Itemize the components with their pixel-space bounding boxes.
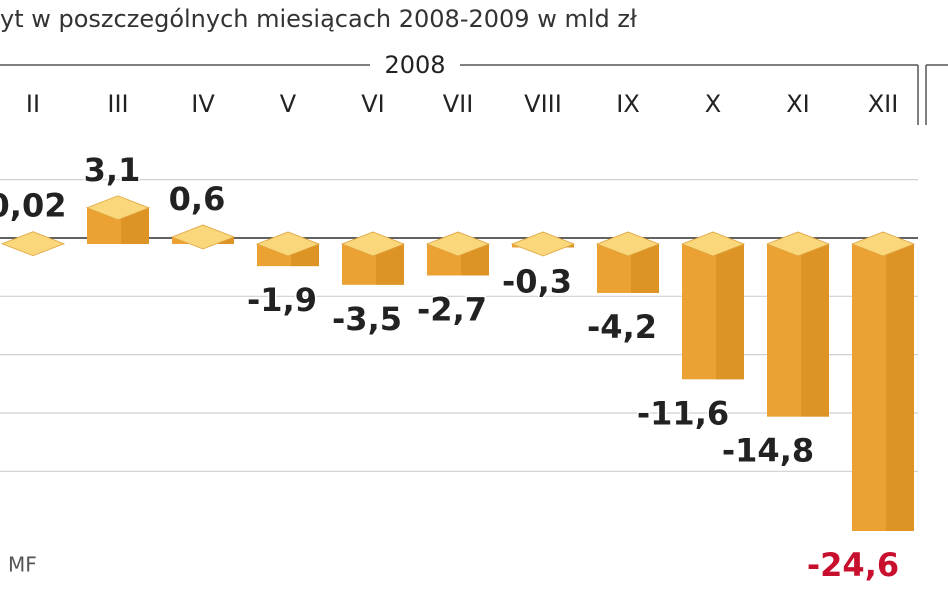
x-tick-label: II: [26, 90, 40, 118]
bar-shade: [801, 243, 829, 417]
chart-title: yt w poszczególnych miesiącach 2008-2009…: [0, 5, 637, 33]
x-tick-label: VIII: [524, 90, 562, 118]
x-tick-label: VII: [443, 90, 474, 118]
x-tick-label: VI: [361, 90, 385, 118]
x-tick-label: V: [280, 90, 297, 118]
bar-shade: [716, 243, 744, 380]
bar-shade: [886, 243, 914, 531]
bar-top: [170, 224, 236, 250]
bar-top: [340, 231, 406, 257]
value-label: 0,02: [0, 187, 66, 225]
value-label: -24,6: [807, 546, 899, 584]
bar-top: [850, 231, 916, 257]
value-label: -11,6: [637, 394, 729, 432]
value-label: -1,9: [247, 281, 317, 319]
group-label: 2008: [384, 51, 445, 79]
x-tick-label: IV: [191, 90, 215, 118]
value-label: 0,6: [169, 180, 226, 218]
x-tick-label: XI: [786, 90, 810, 118]
value-label: -14,8: [722, 432, 814, 470]
group-label-bg: [370, 50, 460, 80]
x-tick-label: X: [705, 90, 721, 118]
value-label: 3,1: [84, 151, 141, 189]
x-tick-label: XII: [868, 90, 899, 118]
x-tick-label: III: [107, 90, 128, 118]
value-label: -3,5: [332, 300, 402, 338]
x-tick-label: IX: [616, 90, 640, 118]
bar-top: [510, 231, 576, 257]
bar-top: [0, 231, 66, 257]
source: MF: [8, 553, 37, 577]
value-label: -0,3: [502, 262, 572, 300]
value-label: -2,7: [417, 290, 487, 328]
bar-top: [85, 195, 151, 221]
bar-top: [595, 231, 661, 257]
bar-top: [680, 231, 746, 257]
bar-top: [425, 231, 491, 257]
value-label: -4,2: [587, 308, 657, 346]
bar-top: [255, 231, 321, 257]
bar-top: [765, 231, 831, 257]
